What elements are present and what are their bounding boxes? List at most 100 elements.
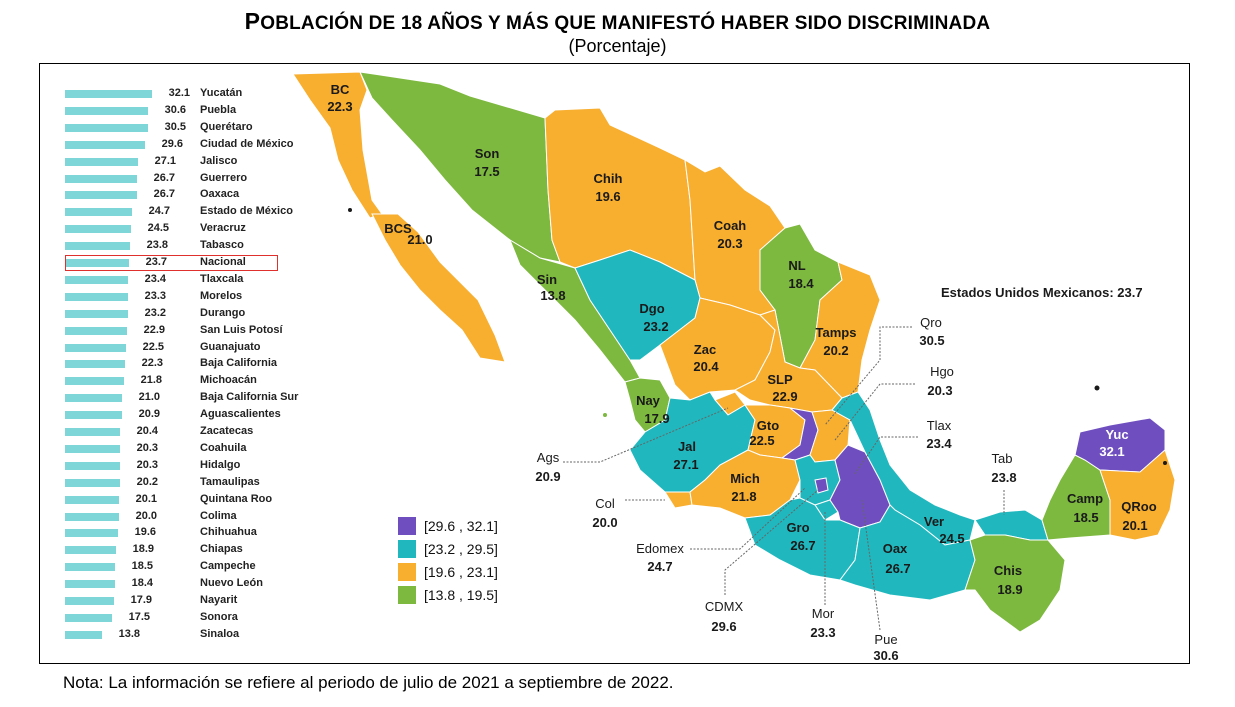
island (1163, 461, 1167, 465)
ranking-row: 18.9 Chiapas (65, 542, 305, 559)
ranking-row: 20.0 Colima (65, 509, 305, 526)
title-initial: P (244, 8, 261, 34)
ranking-label: Tabasco (200, 239, 244, 252)
ranking-bar (65, 360, 125, 369)
callout-hgo-abbr: Hgo (930, 364, 954, 379)
map-label-chih-abbr: Chih (594, 171, 623, 186)
ranking-bar (65, 495, 119, 504)
legend-swatch (398, 563, 416, 581)
ranking-label: Michoacán (200, 374, 257, 387)
ranking-value: 17.5 (128, 610, 150, 623)
ranking-label: Oaxaca (200, 188, 240, 201)
ranking-value: 26.7 (153, 188, 175, 201)
map-label-gto-abbr: Gto (757, 418, 779, 433)
map-label-tamps-value: 20.2 (823, 343, 848, 358)
ranking-value: 21.0 (138, 391, 160, 404)
callout-tab-abbr: Tab (992, 451, 1013, 466)
state-cdmx (814, 477, 829, 494)
ranking-bar (65, 157, 138, 166)
ranking-row: 30.5 Querétaro (65, 120, 305, 137)
map-label-mich-value: 21.8 (731, 489, 756, 504)
map-label-jal-value: 27.1 (673, 457, 698, 472)
ranking-value: 23.2 (144, 306, 166, 319)
map-label-slp-value: 22.9 (772, 389, 797, 404)
ranking-bar (65, 444, 120, 453)
legend-item: [23.2 , 29.5] (398, 539, 498, 559)
state-chis (964, 534, 1066, 633)
ranking-label: Hidalgo (200, 458, 241, 471)
legend-item: [13.8 , 19.5] (398, 585, 498, 605)
ranking-label: Ciudad de México (200, 137, 294, 150)
map-label-chis-abbr: Chis (994, 563, 1022, 578)
ranking-value: 17.9 (130, 594, 152, 606)
ranking-bar (65, 546, 116, 555)
ranking-row: 21.8 Michoacán (65, 373, 305, 390)
map-label-yuc-abbr: Yuc (1105, 427, 1128, 442)
ranking-value: 20.4 (136, 425, 158, 437)
callout-cdmx-abbr: CDMX (705, 599, 744, 614)
ranking-value: 20.9 (138, 408, 160, 421)
ranking-label: Sonora (200, 610, 238, 623)
ranking-bar (65, 563, 115, 572)
map-label-zac-abbr: Zac (694, 342, 716, 357)
map-label-ver-abbr: Ver (924, 514, 944, 529)
chart-title: POBLACIÓN DE 18 AÑOS Y MÁS QUE MANIFESTÓ… (0, 8, 1235, 35)
ranking-bar (65, 529, 118, 538)
ranking-value: 24.5 (147, 222, 169, 235)
map-label-chis-value: 18.9 (997, 582, 1022, 597)
ranking-row: 18.4 Nuevo León (65, 576, 305, 593)
ranking-row: 13.8 Sinaloa (65, 627, 305, 644)
leader-ags (563, 407, 729, 463)
ranking-label: Puebla (200, 103, 237, 116)
ranking-value: 22.3 (141, 357, 163, 370)
map-label-gto-value: 22.5 (749, 433, 774, 448)
callout-edomex-abbr: Edomex (636, 541, 684, 556)
ranking-bar (65, 394, 122, 403)
ranking-label: Nayarit (200, 594, 238, 606)
map-label-son-abbr: Son (475, 146, 500, 161)
ranking-row: 18.5 Campeche (65, 559, 305, 576)
ranking-row: 20.1 Quintana Roo (65, 492, 305, 509)
ranking-row: 20.3 Coahuila (65, 441, 305, 458)
ranking-bar (65, 174, 137, 183)
ranking-value: 21.8 (140, 374, 162, 387)
ranking-bar (65, 580, 115, 589)
map-label-qroo-value: 20.1 (1122, 518, 1147, 533)
ranking-label: Aguascalientes (200, 408, 281, 421)
callout-qro-abbr: Qro (920, 315, 942, 330)
ranking-value: 22.9 (143, 323, 165, 336)
ranking-row: 32.1 Yucatán (65, 86, 305, 103)
ranking-row: 23.3 Morelos (65, 289, 305, 306)
ranking-row: 26.7 Oaxaca (65, 187, 305, 204)
leader-cdmx (724, 489, 819, 595)
ranking-row: 24.7 Estado de México (65, 204, 305, 221)
ranking-bar (65, 259, 129, 267)
callout-col-value: 20.0 (592, 515, 617, 530)
callout-hgo-value: 20.3 (927, 383, 952, 398)
legend-swatch (398, 540, 416, 558)
ranking-row: 26.7 Guerrero (65, 171, 305, 188)
state-qroo (1099, 449, 1176, 541)
state-bcs (371, 213, 506, 363)
callout-tab-value: 23.8 (991, 470, 1016, 485)
national-total-label: Estados Unidos Mexicanos: 23.7 (941, 285, 1143, 300)
leader-qro (824, 326, 912, 426)
ranking-bar (65, 428, 120, 436)
legend-item: [19.6 , 23.1] (398, 562, 498, 582)
state-yuc (1074, 417, 1166, 473)
ranking-label: Coahuila (200, 441, 247, 454)
ranking-bar (65, 630, 102, 639)
map-label-nay-value: 17.9 (644, 411, 669, 426)
ranking-bar (65, 512, 119, 521)
legend-label: [13.8 , 19.5] (424, 587, 498, 603)
ranking-value: 18.9 (132, 543, 154, 556)
ranking-value: 18.5 (131, 560, 153, 573)
ranking-value: 32.1 (168, 87, 190, 99)
ranking-label: Querétaro (200, 120, 253, 133)
ranking-row: 23.8 Tabasco (65, 238, 305, 255)
ranking-row: 20.3 Hidalgo (65, 458, 305, 475)
map-label-bcs-abbr: BCS (384, 221, 412, 236)
ranking-label: Chihuahua (200, 526, 257, 539)
map-label-bcs-value: 21.0 (407, 232, 432, 247)
map-label-coah-abbr: Coah (714, 218, 747, 233)
